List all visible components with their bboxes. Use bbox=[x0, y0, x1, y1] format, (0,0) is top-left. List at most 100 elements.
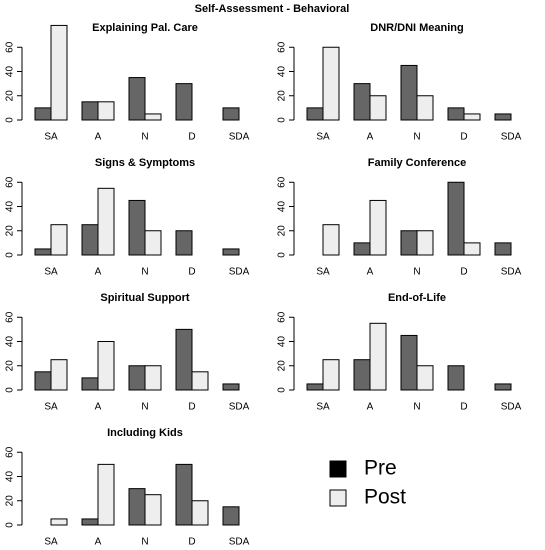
y-tick-label: 20 bbox=[277, 90, 288, 102]
y-tick-label: 20 bbox=[5, 360, 16, 372]
y-tick-label: 0 bbox=[277, 252, 288, 258]
x-tick-label: A bbox=[367, 267, 374, 278]
panel-title: End-of-Life bbox=[388, 292, 446, 304]
y-tick-label: 20 bbox=[277, 225, 288, 237]
bar bbox=[400, 334, 418, 391]
legend-swatch bbox=[329, 489, 347, 507]
y-tick-label: 20 bbox=[277, 360, 288, 372]
x-tick-label: N bbox=[413, 132, 420, 143]
x-tick-label: SDA bbox=[229, 267, 250, 278]
x-tick-label: D bbox=[460, 132, 467, 143]
bar bbox=[34, 371, 52, 391]
y-tick-label: 60 bbox=[277, 176, 288, 188]
bar bbox=[128, 199, 146, 256]
x-tick-label: N bbox=[141, 537, 148, 548]
bar bbox=[144, 113, 162, 121]
bar bbox=[97, 101, 115, 121]
y-tick-label: 40 bbox=[5, 201, 16, 213]
bar bbox=[34, 107, 52, 121]
bar bbox=[322, 46, 340, 121]
y-tick-label: 20 bbox=[5, 90, 16, 102]
bar bbox=[144, 494, 162, 526]
x-tick-label: SDA bbox=[229, 402, 250, 413]
x-tick-label: D bbox=[460, 267, 467, 278]
x-tick-label: N bbox=[413, 402, 420, 413]
y-tick-label: 40 bbox=[277, 66, 288, 78]
bar bbox=[447, 107, 465, 121]
x-tick-label: SA bbox=[316, 402, 330, 413]
bar bbox=[400, 230, 418, 256]
x-tick-label: D bbox=[188, 132, 195, 143]
bar bbox=[50, 518, 68, 526]
panel-title: Signs & Symptoms bbox=[95, 157, 195, 169]
bar bbox=[306, 383, 324, 391]
bar bbox=[416, 365, 434, 391]
bar bbox=[34, 248, 52, 256]
bar bbox=[306, 107, 324, 121]
x-tick-label: D bbox=[188, 537, 195, 548]
y-tick-label: 20 bbox=[5, 225, 16, 237]
bar bbox=[175, 328, 193, 391]
bar bbox=[50, 24, 68, 121]
y-tick-label: 0 bbox=[5, 117, 16, 123]
legend-label: Pre bbox=[364, 457, 397, 480]
x-tick-label: SA bbox=[44, 132, 58, 143]
bar bbox=[81, 377, 99, 391]
bar bbox=[128, 77, 146, 121]
bar bbox=[175, 230, 193, 256]
x-tick-label: A bbox=[95, 132, 102, 143]
x-tick-label: D bbox=[460, 402, 467, 413]
x-tick-label: SA bbox=[44, 267, 58, 278]
x-tick-label: SA bbox=[316, 132, 330, 143]
bar bbox=[369, 95, 387, 121]
x-tick-label: N bbox=[141, 132, 148, 143]
y-tick-label: 40 bbox=[277, 201, 288, 213]
x-tick-label: A bbox=[367, 402, 374, 413]
bar bbox=[400, 64, 418, 121]
panel-title: Spiritual Support bbox=[100, 292, 190, 304]
bar bbox=[369, 322, 387, 391]
y-tick-label: 60 bbox=[277, 311, 288, 323]
bar bbox=[463, 242, 481, 256]
panel-title: Including Kids bbox=[107, 427, 183, 439]
bar bbox=[175, 83, 193, 121]
x-tick-label: D bbox=[188, 267, 195, 278]
bar bbox=[128, 488, 146, 526]
y-tick-label: 40 bbox=[277, 336, 288, 348]
x-tick-label: N bbox=[141, 402, 148, 413]
x-tick-label: SDA bbox=[229, 132, 250, 143]
x-tick-label: SA bbox=[44, 402, 58, 413]
y-tick-label: 0 bbox=[277, 387, 288, 393]
y-tick-label: 60 bbox=[5, 311, 16, 323]
x-tick-label: SA bbox=[316, 267, 330, 278]
y-tick-label: 60 bbox=[5, 176, 16, 188]
bar bbox=[50, 224, 68, 256]
y-tick-label: 40 bbox=[5, 66, 16, 78]
bar bbox=[175, 463, 193, 526]
x-tick-label: A bbox=[95, 537, 102, 548]
bar bbox=[353, 359, 371, 391]
y-tick-label: 60 bbox=[5, 41, 16, 53]
y-tick-label: 20 bbox=[5, 495, 16, 507]
x-tick-label: A bbox=[95, 402, 102, 413]
bar bbox=[494, 242, 512, 256]
bar bbox=[191, 500, 209, 526]
bar bbox=[191, 371, 209, 391]
page-title: Self-Assessment - Behavioral bbox=[195, 3, 350, 15]
y-tick-label: 40 bbox=[5, 336, 16, 348]
y-tick-label: 60 bbox=[5, 446, 16, 458]
x-tick-label: N bbox=[413, 267, 420, 278]
bar bbox=[463, 113, 481, 121]
y-tick-label: 0 bbox=[5, 252, 16, 258]
bar bbox=[322, 359, 340, 391]
y-tick-label: 0 bbox=[5, 522, 16, 528]
x-tick-label: A bbox=[95, 267, 102, 278]
bar bbox=[50, 359, 68, 391]
bar bbox=[222, 506, 240, 526]
x-tick-label: D bbox=[188, 402, 195, 413]
bar bbox=[447, 365, 465, 391]
panel-title: Family Conference bbox=[368, 157, 466, 169]
x-tick-label: SA bbox=[44, 537, 58, 548]
x-tick-label: SDA bbox=[229, 537, 250, 548]
